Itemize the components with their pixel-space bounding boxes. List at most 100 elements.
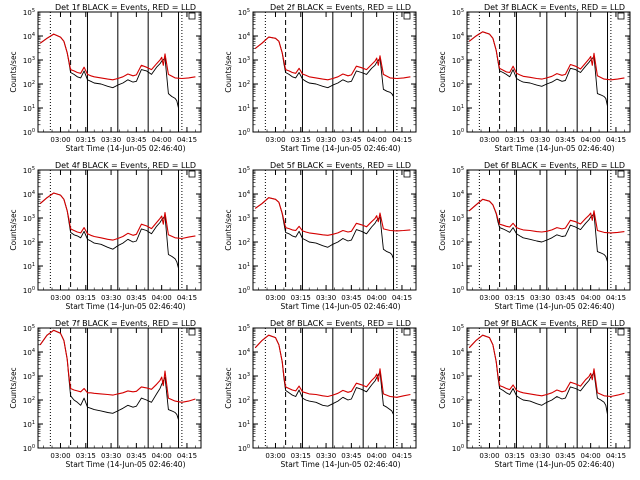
corner-box [403, 328, 411, 336]
x-tick-label: 03:30 [101, 294, 121, 302]
y-tick-label: 100 [238, 286, 250, 295]
y-tick-label: 105 [452, 324, 464, 333]
x-tick-label: 03:30 [316, 136, 336, 144]
series-events-line [468, 198, 608, 262]
y-tick-label: 104 [23, 348, 35, 357]
plot-frame [252, 169, 417, 291]
y-axis-label: Counts/sec [9, 51, 18, 92]
x-tick-label: 03:15 [505, 136, 525, 144]
x-tick-label: 04:00 [581, 294, 601, 302]
x-tick-label: 03:30 [316, 452, 336, 460]
y-tick-label: 102 [23, 238, 35, 247]
y-axis-label: Counts/sec [224, 209, 233, 250]
series-lld-line [468, 198, 625, 234]
series-lld-line [39, 329, 196, 403]
panel-title: Det 4f BLACK = Events, RED = LLD [55, 161, 196, 170]
series-lld-line [39, 33, 196, 81]
x-tick-label: 03:30 [316, 294, 336, 302]
y-tick-label: 105 [238, 166, 250, 175]
x-tick-label: 03:45 [555, 452, 575, 460]
y-tick-label: 101 [238, 104, 250, 113]
x-tick-label: 04:00 [581, 452, 601, 460]
plot-frame [37, 327, 202, 449]
x-tick-label: 04:00 [367, 452, 387, 460]
x-tick-label: 04:00 [367, 136, 387, 144]
x-tick-label: 03:00 [50, 452, 70, 460]
corner-box [617, 170, 625, 178]
y-tick-label: 103 [452, 214, 464, 223]
x-tick-label: 04:15 [606, 294, 626, 302]
y-tick-label: 101 [452, 262, 464, 271]
y-tick-label: 105 [452, 8, 464, 17]
x-tick-label: 03:45 [341, 294, 361, 302]
x-tick-label: 03:30 [530, 136, 550, 144]
x-tick-label: 03:45 [126, 452, 146, 460]
x-axis-label: Start Time (14-Jun-05 02:46:40) [281, 144, 401, 153]
x-axis-label: Start Time (14-Jun-05 02:46:40) [495, 460, 615, 469]
x-tick-label: 04:15 [606, 452, 626, 460]
y-tick-label: 105 [238, 324, 250, 333]
x-tick-label: 03:30 [530, 452, 550, 460]
plot-frame [466, 169, 631, 291]
panel-title: Det 6f BLACK = Events, RED = LLD [484, 161, 625, 170]
y-tick-label: 101 [238, 262, 250, 271]
y-tick-label: 100 [238, 444, 250, 453]
y-tick-label: 102 [452, 396, 464, 405]
y-tick-label: 100 [23, 286, 35, 295]
y-tick-label: 104 [23, 190, 35, 199]
corner-box [403, 12, 411, 20]
y-tick-label: 104 [452, 348, 464, 357]
x-tick-label: 04:15 [392, 452, 412, 460]
panel-det-5: Det 5f BLACK = Events, RED = LLD 100 101 10… [224, 161, 417, 311]
x-tick-label: 03:30 [101, 136, 121, 144]
y-tick-label: 102 [238, 396, 250, 405]
x-axis-label: Start Time (14-Jun-05 02:46:40) [66, 302, 186, 311]
series-events-line [39, 33, 179, 109]
y-tick-label: 102 [238, 80, 250, 89]
y-tick-label: 100 [452, 128, 464, 137]
y-tick-label: 101 [23, 104, 35, 113]
x-tick-label: 04:00 [152, 136, 172, 144]
x-tick-label: 03:15 [505, 294, 525, 302]
x-tick-label: 03:00 [265, 294, 285, 302]
panel-det-6: Det 6f BLACK = Events, RED = LLD 100 101 10… [438, 161, 631, 311]
x-tick-label: 03:15 [291, 136, 311, 144]
y-tick-label: 105 [238, 8, 250, 17]
panel-det-4: Det 4f BLACK = Events, RED = LLD 100 101 10… [9, 161, 202, 311]
series-lld-line [254, 36, 411, 81]
corner-box [188, 170, 196, 178]
plot-frame [252, 327, 417, 449]
series-events-line [254, 334, 394, 415]
y-tick-label: 101 [452, 104, 464, 113]
y-tick-label: 100 [23, 128, 35, 137]
y-tick-label: 101 [238, 420, 250, 429]
x-tick-label: 03:15 [505, 452, 525, 460]
y-axis-label: Counts/sec [438, 367, 447, 408]
y-tick-label: 102 [23, 80, 35, 89]
panel-title: Det 3f BLACK = Events, RED = LLD [484, 3, 625, 12]
x-tick-label: 04:15 [177, 294, 197, 302]
x-axis-label: Start Time (14-Jun-05 02:46:40) [495, 144, 615, 153]
y-tick-label: 104 [238, 348, 250, 357]
x-tick-label: 03:15 [76, 294, 96, 302]
y-tick-label: 104 [238, 32, 250, 41]
plot-frame [37, 169, 202, 291]
y-tick-label: 105 [452, 166, 464, 175]
x-axis-label: Start Time (14-Jun-05 02:46:40) [66, 144, 186, 153]
x-tick-label: 03:00 [50, 136, 70, 144]
y-tick-label: 105 [23, 166, 35, 175]
series-events-line [39, 329, 179, 420]
y-tick-label: 104 [23, 32, 35, 41]
x-tick-label: 03:45 [555, 136, 575, 144]
y-tick-label: 104 [238, 190, 250, 199]
panel-title: Det 1f BLACK = Events, RED = LLD [55, 3, 196, 12]
panel-det-7: Det 7f BLACK = Events, RED = LLD 100 101 10… [9, 319, 202, 469]
y-tick-label: 101 [23, 262, 35, 271]
corner-box [188, 12, 196, 20]
panel-title: Det 7f BLACK = Events, RED = LLD [55, 319, 196, 328]
y-tick-label: 103 [452, 372, 464, 381]
x-tick-label: 03:15 [291, 294, 311, 302]
x-tick-label: 03:45 [555, 294, 575, 302]
x-tick-label: 03:00 [265, 136, 285, 144]
